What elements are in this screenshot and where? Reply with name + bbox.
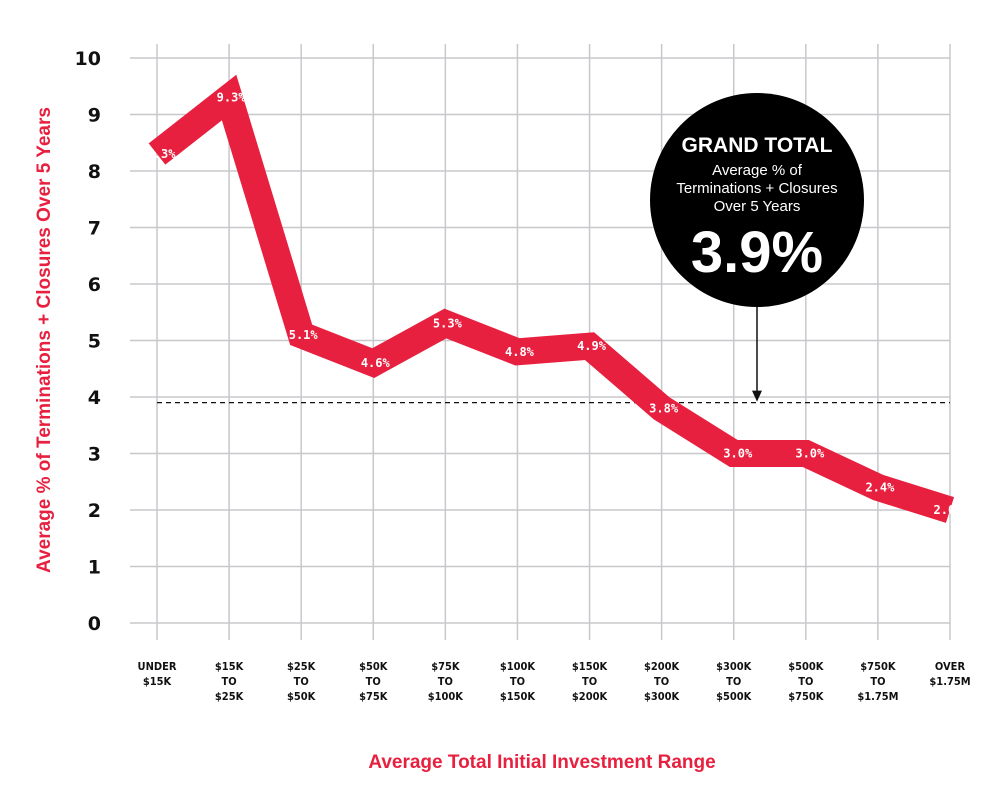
data-label: 9.3% [217, 91, 247, 105]
x-category-label-line: TO [438, 675, 453, 688]
x-category-label-line: OVER [935, 660, 966, 673]
annotation-value: 3.9% [691, 220, 823, 285]
y-tick-label: 9 [88, 105, 101, 127]
x-category-label-line: $15K [215, 660, 244, 673]
x-category-label: $75K TO $100K [428, 660, 464, 703]
x-category-label-line: $75K [359, 690, 388, 703]
x-category-label: OVER $1.75M [929, 660, 970, 688]
x-category-label-line: $300K [644, 690, 680, 703]
x-category-label: $750K TO $1.75M [857, 660, 898, 703]
annotation-subtitle-line-2: Terminations + Closures [676, 180, 837, 197]
grand-total-annotation: GRAND TOTAL Average % of Terminations + … [650, 93, 864, 402]
x-category-label-line: $1.75M [929, 675, 970, 688]
x-category-labels: UNDER$15K$15KTO$25K$25KTO$50K$50KTO$75K$… [138, 660, 971, 703]
y-tick-label: 7 [88, 218, 101, 240]
x-category-label-line: $25K [287, 660, 316, 673]
x-category-label-line: TO [582, 675, 597, 688]
data-label: 3.8% [649, 401, 679, 415]
data-label: 4.9% [577, 339, 607, 353]
series-line-group [148, 74, 955, 523]
y-tick-label: 6 [88, 274, 101, 296]
x-category-label: $200K TO $300K [644, 660, 680, 703]
data-label: 2.0% [934, 503, 964, 517]
data-label: 3.0% [723, 447, 753, 461]
x-category-label-line: $750K [788, 690, 824, 703]
data-labels: 8.3% 9.3% 5.1% 4.6% 5.3% 4.8% 4.9% 3.8% 3.0% 3.0%… [147, 91, 964, 517]
x-category-label: $25K TO $50K [287, 660, 316, 703]
annotation-title: GRAND TOTAL [682, 134, 833, 157]
x-category-label-line: $25K [215, 690, 244, 703]
data-label: 5.3% [433, 317, 463, 331]
x-category-label-line: TO [510, 675, 525, 688]
x-category-label-line: $200K [644, 660, 680, 673]
x-category-label-line: TO [654, 675, 669, 688]
data-label: 5.1% [289, 328, 319, 342]
y-tick-labels: 0 1 2 3 4 5 6 7 8 9 10 [75, 48, 101, 635]
x-category-label-line: $100K [500, 660, 536, 673]
x-category-label-line: TO [366, 675, 381, 688]
x-category-label-line: $750K [860, 660, 896, 673]
x-category-label-line: TO [222, 675, 237, 688]
x-category-label-line: $75K [431, 660, 460, 673]
x-category-label: $150K TO $200K [572, 660, 608, 703]
x-axis-title: Average Total Initial Investment Range [368, 752, 715, 773]
x-category-label-line: $150K [500, 690, 536, 703]
x-category-label-line: TO [870, 675, 885, 688]
data-label: 3.0% [795, 447, 825, 461]
x-category-label-line: $100K [428, 690, 464, 703]
data-label: 4.6% [361, 356, 391, 370]
x-category-label-line: TO [726, 675, 741, 688]
annotation-bubble [650, 93, 864, 307]
y-tick-label: 8 [88, 161, 101, 183]
data-label: 4.8% [505, 345, 535, 359]
x-category-label-line: $50K [359, 660, 388, 673]
data-label: 8.3% [147, 147, 177, 161]
x-category-label: $100K TO $150K [500, 660, 536, 703]
y-tick-label: 5 [88, 331, 101, 353]
y-tick-label: 3 [88, 444, 101, 466]
x-category-label-line: UNDER [138, 660, 177, 673]
x-category-label: $15K TO $25K [215, 660, 244, 703]
y-tick-label: 1 [88, 557, 101, 579]
x-category-label: $300K TO $500K [716, 660, 752, 703]
series-line [148, 74, 955, 523]
y-tick-label: 10 [75, 48, 101, 70]
x-category-label: UNDER $15K [138, 660, 177, 688]
y-tick-label: 4 [88, 387, 101, 409]
y-axis-title: Average % of Terminations + Closures Ove… [34, 107, 55, 573]
annotation-subtitle-line-3: Over 5 Years [714, 198, 801, 215]
x-category-label-line: $300K [716, 660, 752, 673]
x-category-label: $500K TO $750K [788, 660, 824, 703]
x-category-label-line: $500K [716, 690, 752, 703]
annotation-arrowhead [752, 390, 762, 402]
x-category-label-line: $15K [143, 675, 172, 688]
x-category-label-line: $1.75M [857, 690, 898, 703]
x-category-label-line: $150K [572, 660, 608, 673]
x-category-label: $50K TO $75K [359, 660, 388, 703]
data-label: 2.4% [865, 480, 895, 494]
x-category-label-line: TO [798, 675, 813, 688]
x-category-label-line: $500K [788, 660, 824, 673]
x-category-label-line: $200K [572, 690, 608, 703]
y-tick-label: 2 [88, 500, 101, 522]
x-category-label-line: $50K [287, 690, 316, 703]
x-category-label-line: TO [294, 675, 309, 688]
annotation-subtitle-line-1: Average % of [712, 162, 803, 179]
y-tick-label: 0 [88, 613, 101, 635]
